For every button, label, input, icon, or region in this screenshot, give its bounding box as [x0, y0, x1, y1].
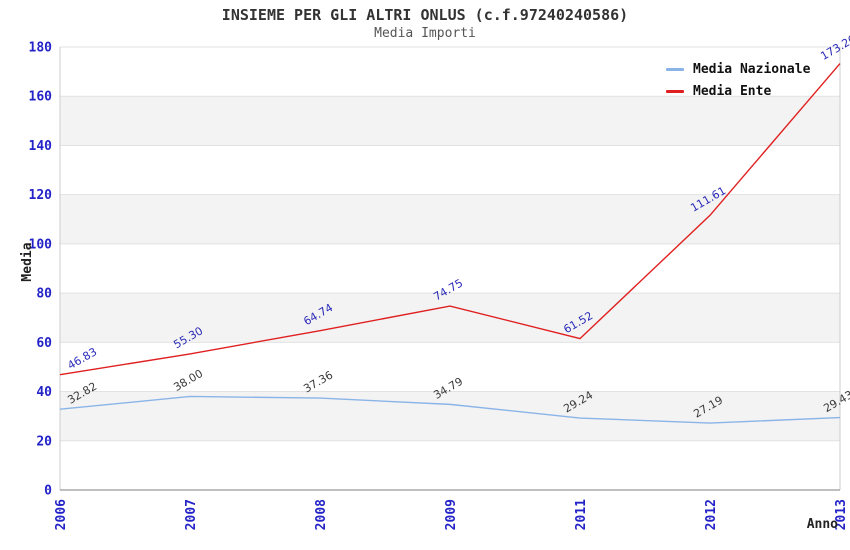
y-tick-label: 60	[36, 336, 52, 351]
data-label: 46.83	[65, 345, 99, 372]
plot-band	[60, 96, 840, 146]
legend-label: Media Ente	[693, 84, 772, 99]
x-tick-label: 2011	[574, 499, 589, 530]
x-tick-label: 2008	[314, 499, 329, 530]
y-tick-label: 120	[29, 188, 53, 203]
legend: Media Nazionale Media Ente	[666, 62, 810, 99]
grid-lines	[60, 46, 840, 442]
x-tick-label: 2007	[184, 499, 199, 530]
plot-band	[60, 391, 840, 441]
legend-item-media-ente: Media Ente	[666, 84, 810, 99]
data-label: 38.00	[171, 367, 205, 394]
y-tick-label: 40	[36, 385, 52, 400]
plot-band	[60, 293, 840, 343]
chart-subtitle: Media Importi	[374, 26, 476, 41]
series-line-media-ente	[59, 63, 841, 376]
line-marker-icon	[666, 90, 684, 93]
series-line-media-nazionale	[59, 395, 841, 424]
y-tick-label: 140	[29, 139, 53, 154]
x-tick-label: 2009	[444, 499, 459, 530]
y-tick-label: 80	[36, 287, 52, 302]
data-label: 173.26	[818, 32, 850, 63]
y-tick-label: 180	[29, 41, 53, 56]
legend-item-media-nazionale: Media Nazionale	[666, 62, 810, 77]
y-tick-label: 100	[29, 237, 53, 252]
chart-title: INSIEME PER GLI ALTRI ONLUS (c.f.9724024…	[221, 6, 629, 24]
y-tick-label: 0	[44, 484, 52, 499]
x-tick-label: 2013	[834, 499, 849, 530]
y-tick-label: 20	[36, 434, 52, 449]
plot-band	[60, 194, 840, 244]
y-axis-title: Media	[20, 242, 35, 281]
line-marker-icon	[666, 68, 684, 71]
x-tick-label: 2006	[54, 499, 69, 530]
series-lines	[59, 63, 841, 424]
plot-bands	[60, 96, 840, 441]
y-tick-label: 160	[29, 90, 53, 105]
legend-label: Media Nazionale	[693, 62, 811, 77]
x-axis-title: Anno	[807, 517, 838, 532]
x-tick-label: 2012	[704, 499, 719, 530]
axes: 0 20 40 60 80 100 120 140 160 180 2006 2007 2008 2009…	[29, 41, 849, 531]
